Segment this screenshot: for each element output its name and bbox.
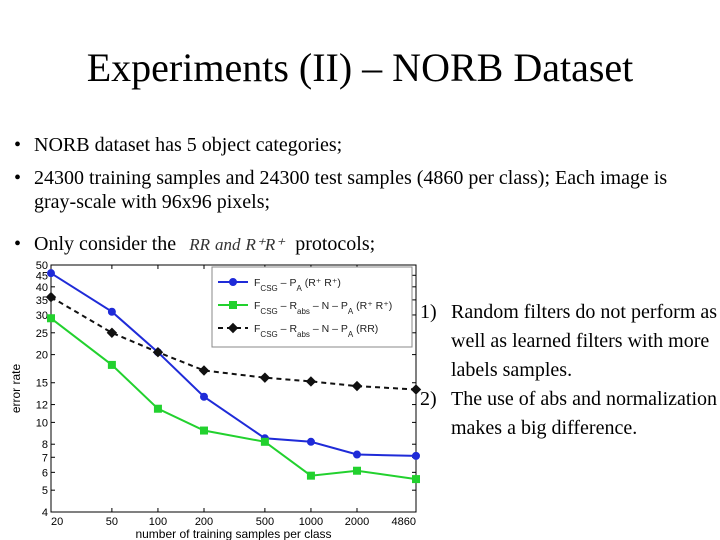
x-tick-label: 1000 [299, 516, 323, 528]
data-point [198, 365, 210, 376]
x-axis-label: number of training samples per class [135, 527, 331, 540]
protocol-rprp-formula: R⁺R⁺ [245, 235, 285, 254]
observation-item: 2) The use of abs and normalization make… [420, 385, 720, 443]
y-axis-label: error rate [9, 364, 23, 414]
series-line [50, 317, 417, 481]
data-point [353, 466, 362, 475]
y-tick-label: 10 [36, 417, 48, 429]
y-tick-label: 15 [36, 378, 48, 390]
x-tick-label: 100 [149, 516, 167, 528]
observation-number: 1) [420, 301, 437, 323]
observation-text: The use of abs and normalization makes a… [451, 388, 718, 439]
data-point [412, 475, 420, 484]
data-point [47, 269, 55, 278]
protocol-rr-formula: RR [189, 235, 210, 254]
data-point [351, 380, 363, 392]
y-tick-label: 40 [36, 282, 48, 294]
bullet-text: Only consider the RR and R⁺R⁺ protocols; [34, 232, 714, 257]
y-tick-label: 45 [36, 270, 48, 282]
bullet-dot: • [14, 134, 22, 156]
data-point [229, 278, 237, 286]
bullet-pre-text: Only consider the [34, 233, 177, 255]
x-tick-label: 50 [106, 516, 118, 528]
data-point [305, 376, 317, 387]
data-point [200, 426, 209, 435]
x-tick-label: 20 [51, 516, 63, 528]
data-point [107, 360, 116, 369]
observation-item: 1) Random filters do not perform as well… [420, 298, 720, 385]
y-tick-label: 4 [42, 507, 48, 519]
bullet-dot: • [14, 233, 22, 255]
observations-list: 1) Random filters do not perform as well… [420, 298, 720, 443]
legend-box [211, 266, 413, 348]
data-point [412, 451, 420, 460]
data-point [106, 327, 118, 338]
data-point [306, 437, 315, 446]
y-tick-label: 30 [36, 310, 48, 322]
y-tick-label: 8 [42, 439, 48, 451]
y-tick-label: 25 [36, 328, 48, 340]
y-tick-label: 7 [42, 452, 48, 464]
y-tick-label: 5 [42, 485, 48, 497]
series-line [50, 296, 417, 391]
x-tick-label: 200 [195, 516, 213, 528]
protocol-and-word: and [214, 235, 241, 254]
bullet-text: 24300 training samples and 24300 test sa… [34, 167, 668, 213]
data-point [152, 346, 164, 358]
data-point [227, 322, 239, 334]
x-tick-label: 500 [256, 516, 274, 528]
slide-title: Experiments (II) – NORB Dataset [86, 45, 634, 90]
data-point [200, 392, 209, 401]
series-line [50, 272, 417, 457]
data-point [107, 307, 116, 316]
legend-label: FCSG – PA (R⁺ R⁺) [254, 277, 341, 293]
data-point [153, 404, 162, 413]
x-tick-label: 4860 [392, 516, 416, 528]
y-tick-label: 6 [42, 467, 48, 479]
bullet-text: NORB dataset has 5 object categories; [34, 134, 343, 156]
bullet-dot: • [14, 167, 22, 189]
y-tick-label: 20 [36, 350, 48, 362]
data-point [259, 372, 271, 383]
y-tick-label: 12 [36, 400, 48, 412]
legend-label: FCSG – Rabs – N – PA (RR) [254, 323, 378, 339]
observation-text: Random filters do not perform as well as… [451, 301, 718, 381]
data-point [45, 291, 57, 303]
data-point [47, 314, 55, 323]
y-tick-label: 35 [36, 295, 48, 307]
observation-number: 2) [420, 388, 437, 410]
x-tick-label: 2000 [345, 516, 369, 528]
bullet-post-text: protocols; [295, 233, 376, 255]
data-point [260, 437, 269, 446]
data-point [410, 384, 422, 395]
y-tick-label: 50 [36, 260, 48, 272]
data-point [353, 450, 362, 459]
data-point [229, 301, 237, 309]
data-point [306, 471, 315, 480]
legend-label: FCSG – Rabs – N – PA (R⁺ R⁺) [254, 300, 392, 316]
